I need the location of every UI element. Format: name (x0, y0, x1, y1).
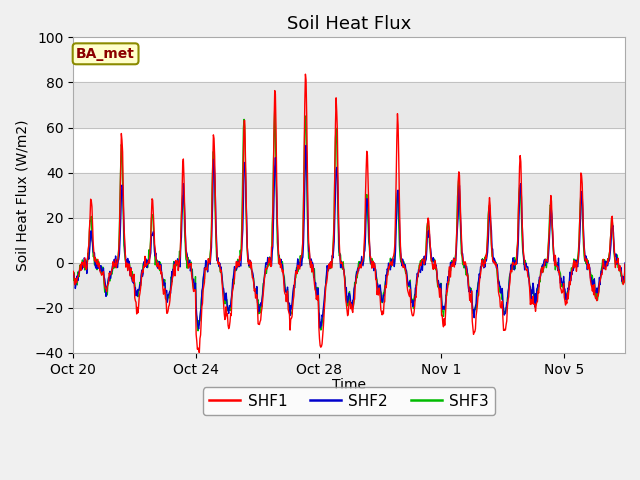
Legend: SHF1, SHF2, SHF3: SHF1, SHF2, SHF3 (204, 387, 495, 415)
SHF2 (383, 266, 391, 272)
SHF3 (194, 328, 202, 334)
SHF2 (90, 249, 97, 255)
Text: BA_met: BA_met (76, 47, 135, 61)
SHF1 (621, 262, 629, 267)
SHF2 (302, 143, 310, 148)
Line: SHF3: SHF3 (74, 109, 625, 331)
SHF3 (621, 262, 629, 267)
SHF3 (271, 129, 279, 134)
SHF3 (90, 254, 97, 260)
SHF2 (621, 260, 629, 266)
SHF2 (271, 164, 278, 169)
Bar (74, 83, 625, 128)
SHF1 (516, 153, 524, 158)
SHF3 (271, 106, 278, 112)
Line: SHF1: SHF1 (74, 74, 625, 353)
SHF2 (516, 182, 524, 188)
SHF2 (300, 216, 308, 221)
Line: SHF2: SHF2 (74, 145, 625, 329)
SHF3 (383, 270, 391, 276)
SHF1 (200, 283, 207, 289)
SHF3 (516, 182, 524, 188)
X-axis label: Time: Time (332, 378, 366, 392)
SHF2 (195, 326, 202, 332)
SHF1 (195, 350, 203, 356)
SHF1 (90, 240, 97, 246)
SHF1 (383, 272, 391, 277)
Title: Soil Heat Flux: Soil Heat Flux (287, 15, 412, 33)
Y-axis label: Soil Heat Flux (W/m2): Soil Heat Flux (W/m2) (15, 120, 29, 271)
Bar (74, 173, 625, 217)
SHF1 (301, 72, 309, 77)
SHF1 (70, 268, 77, 274)
SHF2 (200, 271, 207, 277)
SHF1 (271, 88, 278, 94)
SHF2 (70, 270, 77, 276)
Bar (74, 263, 625, 308)
SHF1 (300, 156, 308, 162)
SHF3 (301, 120, 308, 126)
SHF3 (200, 272, 207, 277)
SHF3 (70, 277, 77, 283)
